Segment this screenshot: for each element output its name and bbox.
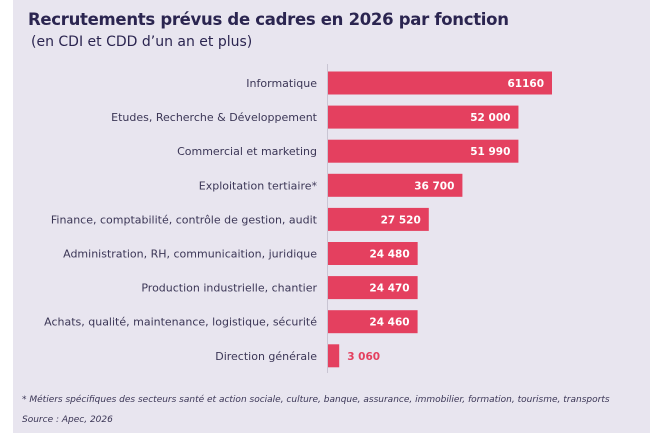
category-label: Administration, RH, communicaition, juri… <box>63 248 317 261</box>
chart-subtitle: (en CDI et CDD d’un an et plus) <box>31 34 253 50</box>
bar <box>328 344 340 368</box>
data-label: 61160 <box>507 78 544 90</box>
bar <box>328 105 519 129</box>
category-label: Achats, qualité, maintenance, logistique… <box>44 316 317 329</box>
category-label: Finance, comptabilité, contrôle de gesti… <box>51 213 318 226</box>
data-label: 51 990 <box>470 146 510 158</box>
data-label: 52 000 <box>470 112 510 124</box>
data-label: 24 460 <box>369 317 409 329</box>
category-label: Informatique <box>246 77 317 90</box>
chart-title: Recrutements prévus de cadres en 2026 pa… <box>28 10 509 29</box>
data-label: 36 700 <box>414 180 454 192</box>
bar <box>328 173 463 197</box>
category-label: Production industrielle, chantier <box>141 282 317 295</box>
data-label: 27 520 <box>381 214 421 226</box>
source-note: Source : Apec, 2026 <box>22 415 113 425</box>
bar <box>328 276 418 300</box>
data-label: 24 470 <box>369 283 409 295</box>
category-label: Etudes, Recherche & Développement <box>111 111 318 124</box>
bar <box>328 310 418 334</box>
category-label: Commercial et marketing <box>177 145 317 158</box>
data-label: 3 060 <box>347 351 380 363</box>
footnote: * Métiers spécifiques des secteurs santé… <box>22 395 610 405</box>
data-label: 24 480 <box>369 249 409 261</box>
bar <box>328 207 429 231</box>
bar <box>328 242 418 265</box>
category-label: Exploitation tertiaire* <box>199 179 318 192</box>
category-label: Direction générale <box>215 350 317 363</box>
bar <box>328 71 552 95</box>
bar <box>328 139 519 163</box>
